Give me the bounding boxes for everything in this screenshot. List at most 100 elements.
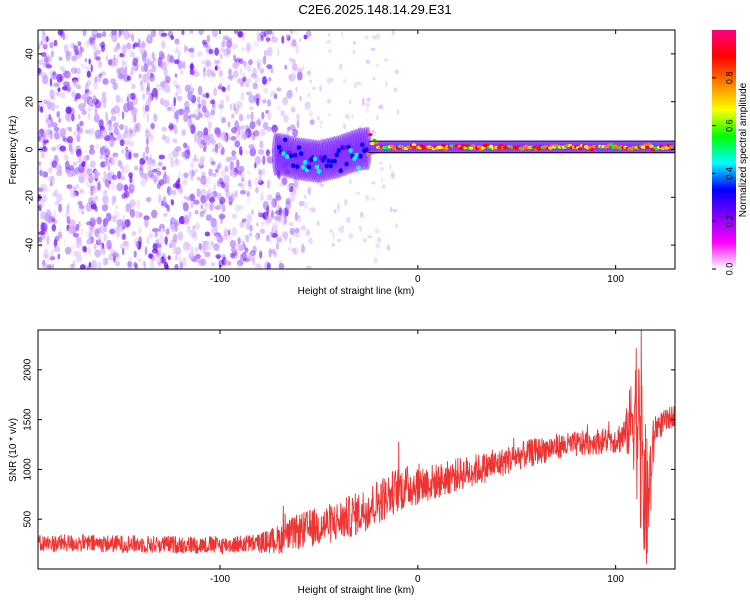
noise-blob <box>238 113 244 122</box>
colorbar-ticks: 0.0 0.2 0.4 0.6 0.8 <box>712 72 734 276</box>
noise-blob <box>154 231 158 238</box>
noise-blob <box>174 73 178 78</box>
noise-blob <box>221 181 226 189</box>
noise-blob <box>129 30 133 38</box>
noise-blob <box>199 144 205 149</box>
noise-blob <box>89 144 95 150</box>
noise-blob <box>71 113 75 122</box>
noise-blob <box>228 75 233 82</box>
noise-blob <box>266 126 273 132</box>
noise-speck <box>319 124 322 129</box>
noise-blob <box>165 264 169 269</box>
noise-blob <box>206 34 211 43</box>
noise-speck <box>295 86 298 93</box>
noise-blob <box>105 158 110 165</box>
noise-blob <box>190 174 194 181</box>
noise-blob <box>173 96 176 107</box>
noise-blob <box>102 218 106 227</box>
noise-blob <box>113 54 116 60</box>
noise-blob <box>121 111 125 120</box>
noise-blob <box>259 129 266 137</box>
signal-core <box>356 165 361 171</box>
noise-blob <box>103 226 108 233</box>
noise-blob <box>111 181 116 191</box>
noise-blob <box>92 197 98 203</box>
noise-blob <box>177 231 184 241</box>
noise-speck <box>329 229 334 233</box>
signal-core <box>589 148 595 152</box>
noise-blob <box>51 224 57 232</box>
noise-speck <box>366 108 369 113</box>
noise-blob <box>81 109 87 116</box>
noise-blob <box>74 67 81 75</box>
noise-blob <box>81 210 85 215</box>
noise-blob <box>56 104 59 109</box>
noise-blob <box>275 195 282 201</box>
noise-blob <box>93 51 98 61</box>
noise-blob <box>56 111 60 118</box>
noise-blob <box>150 122 155 129</box>
noise-speck <box>376 236 382 243</box>
noise-blob <box>45 111 49 118</box>
signal-core <box>293 152 298 158</box>
noise-blob <box>54 200 60 206</box>
noise-speck <box>278 181 282 187</box>
colorbar-tick-label: 0.0 <box>724 263 734 276</box>
noise-speck <box>394 69 399 74</box>
noise-speck <box>365 59 371 64</box>
noise-blob <box>229 103 233 111</box>
noise-blob <box>309 207 316 213</box>
noise-blob <box>78 204 85 210</box>
noise-blob <box>65 50 73 57</box>
noise-blob <box>112 252 119 258</box>
noise-blob <box>39 99 45 107</box>
noise-speck <box>371 130 374 134</box>
noise-blob <box>119 30 124 36</box>
noise-speck <box>284 237 287 242</box>
noise-blob <box>168 242 174 249</box>
noise-blob <box>172 183 180 189</box>
noise-blob <box>81 245 87 252</box>
noise-blob <box>88 246 91 256</box>
noise-blob <box>100 71 106 76</box>
noise-blob <box>244 219 251 228</box>
noise-blob <box>256 30 260 41</box>
noise-blob <box>198 258 205 266</box>
noise-blob <box>160 53 165 60</box>
noise-speck <box>281 219 286 227</box>
noise-blob <box>266 49 271 54</box>
noise-blob <box>240 82 244 87</box>
noise-blob <box>65 167 71 174</box>
y-tick-label: 0 <box>25 146 36 152</box>
noise-blob <box>107 184 111 191</box>
noise-blob <box>210 109 216 116</box>
noise-speck <box>333 209 337 214</box>
noise-blob <box>295 232 301 238</box>
noise-speck <box>386 244 391 251</box>
noise-blob <box>204 251 211 258</box>
noise-blob <box>85 230 91 239</box>
noise-blob <box>165 228 170 236</box>
signal-core <box>411 143 417 147</box>
noise-speck <box>358 225 361 229</box>
noise-blob <box>52 70 56 77</box>
noise-blob <box>131 115 135 124</box>
noise-blob <box>146 236 150 245</box>
noise-blob <box>40 170 47 178</box>
noise-blob <box>258 210 261 216</box>
signal-core <box>344 161 349 167</box>
noise-blob <box>89 217 96 227</box>
noise-blob <box>129 148 133 156</box>
noise-blob <box>44 130 49 135</box>
noise-blob <box>56 193 63 203</box>
noise-blob <box>78 103 85 111</box>
noise-blob <box>264 49 268 58</box>
noise-speck <box>364 35 369 40</box>
noise-blob <box>140 179 146 186</box>
noise-blob <box>48 70 53 77</box>
noise-blob <box>153 175 157 184</box>
signal-core <box>587 145 593 149</box>
noise-blob <box>108 179 112 185</box>
noise-blob <box>156 243 162 248</box>
noise-blob <box>223 229 230 237</box>
